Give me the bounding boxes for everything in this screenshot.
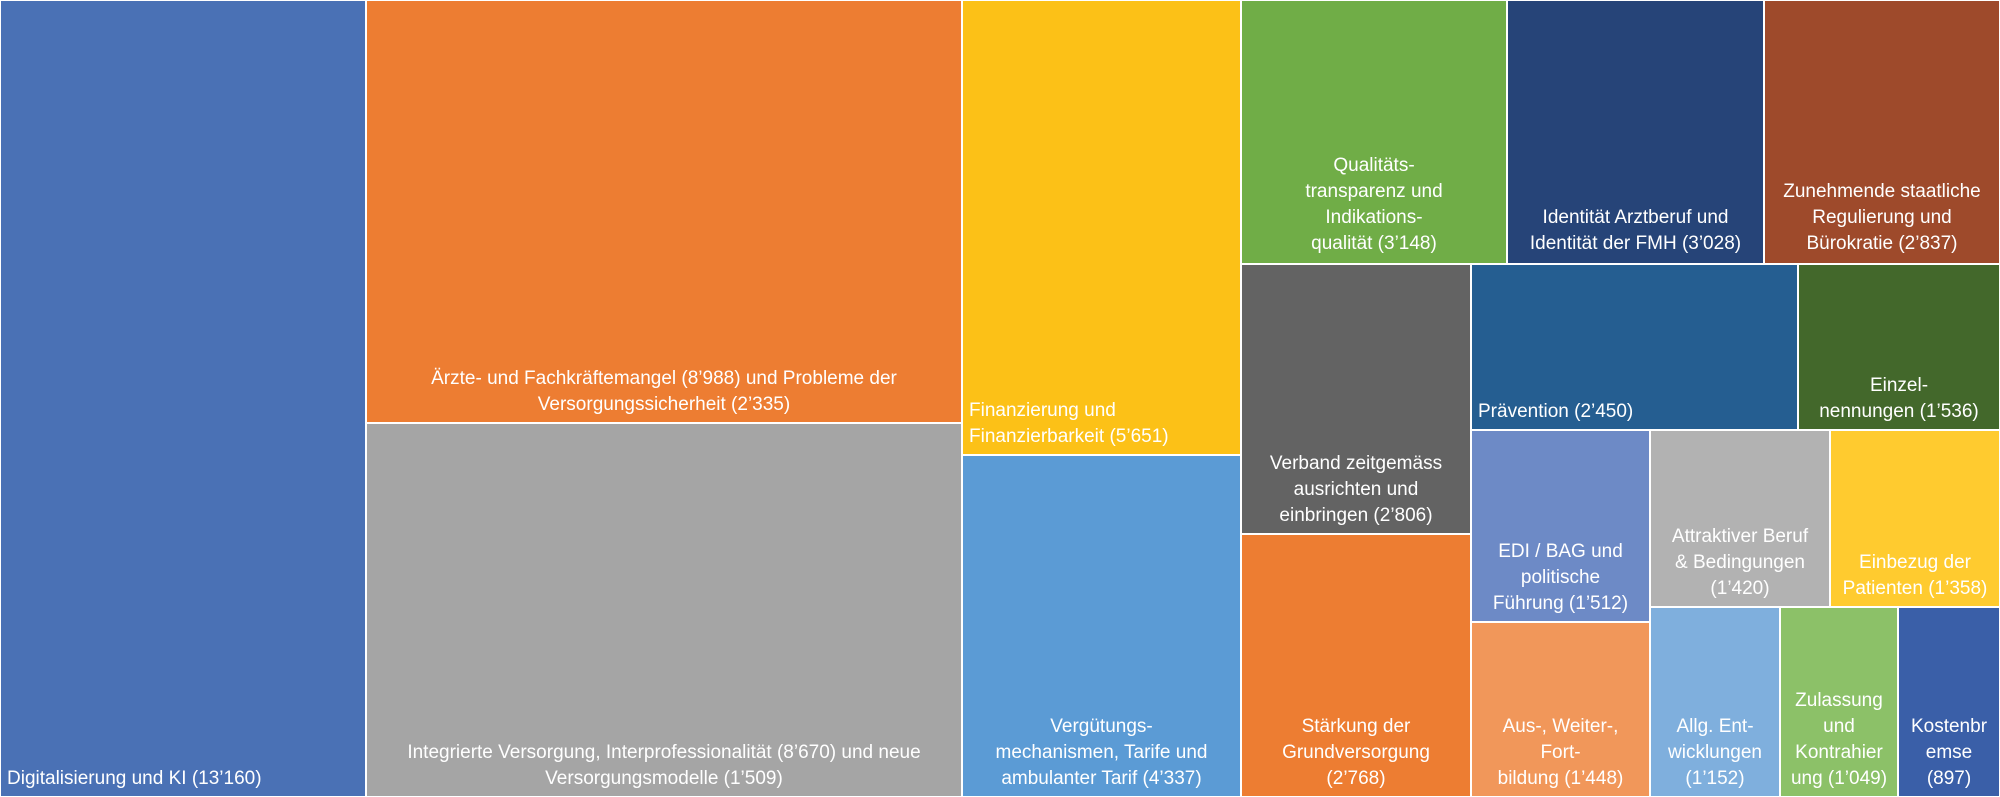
treemap-tile-label: Kostenbr emse (897) xyxy=(1910,716,1988,789)
treemap-tile-label: Integrierte Versorgung, Interprofessiona… xyxy=(407,742,921,789)
treemap-tile-label: Einbezug der Patienten (1’358) xyxy=(1842,552,1988,599)
treemap-tile: Finanzierung und Finanzierbarkeit (5’651… xyxy=(962,0,1241,455)
treemap-tile-label: Einzel- nennungen (1’536) xyxy=(1819,375,1979,422)
treemap-tile-label: Allg. Ent- wicklungen (1’152) xyxy=(1668,716,1762,789)
treemap-tile: Identität Arztberuf und Identität der FM… xyxy=(1507,0,1764,264)
treemap-tile: Aus-, Weiter-, Fort- bildung (1’448) xyxy=(1471,622,1650,797)
treemap-tile-label: Finanzierung und Finanzierbarkeit (5’651… xyxy=(969,400,1169,447)
treemap-tile: Qualitäts- transparenz und Indikations- … xyxy=(1241,0,1507,264)
treemap-tile-label: Attraktiver Beruf & Bedingungen (1’420) xyxy=(1671,526,1809,599)
treemap-tile: Attraktiver Beruf & Bedingungen (1’420) xyxy=(1650,430,1830,607)
treemap-tile-label: Stärkung der Grundversorgung (2’768) xyxy=(1282,716,1430,789)
treemap-tile-label: Prävention (2’450) xyxy=(1478,401,1634,422)
treemap-tile: Zunehmende staatliche Regulierung und Bü… xyxy=(1764,0,2000,264)
treemap-tile-label: Zulassung und Kontrahier ung (1’049) xyxy=(1790,690,1888,789)
treemap-tile: Verband zeitgemäss ausrichten und einbri… xyxy=(1241,264,1471,534)
treemap-tile-label: Qualitäts- transparenz und Indikations- … xyxy=(1305,155,1443,254)
treemap-tile: Zulassung und Kontrahier ung (1’049) xyxy=(1780,607,1898,797)
treemap-tile: EDI / BAG und politische Führung (1’512) xyxy=(1471,430,1650,622)
treemap-tile-label: Ärzte- und Fachkräftemangel (8’988) und … xyxy=(431,368,897,415)
treemap-tile: Stärkung der Grundversorgung (2’768) xyxy=(1241,534,1471,797)
treemap-tile-label: Aus-, Weiter-, Fort- bildung (1’448) xyxy=(1497,716,1624,789)
treemap-tile-label: EDI / BAG und politische Führung (1’512) xyxy=(1492,541,1629,614)
treemap-tile: Integrierte Versorgung, Interprofessiona… xyxy=(366,423,962,797)
treemap-tile-label: Verband zeitgemäss ausrichten und einbri… xyxy=(1269,453,1443,526)
treemap-tile: Kostenbr emse (897) xyxy=(1898,607,2000,797)
treemap-tile-label: Digitalisierung und KI (13’160) xyxy=(7,768,262,789)
treemap-tile-label: Zunehmende staatliche Regulierung und Bü… xyxy=(1783,181,1981,254)
treemap-tile: Einzel- nennungen (1’536) xyxy=(1798,264,2000,430)
treemap-tile-label: Vergütungs- mechanismen, Tarife und ambu… xyxy=(995,716,1208,789)
treemap-tile: Ärzte- und Fachkräftemangel (8’988) und … xyxy=(366,0,962,423)
treemap-tile: Digitalisierung und KI (13’160) xyxy=(0,0,366,797)
treemap-tile: Vergütungs- mechanismen, Tarife und ambu… xyxy=(962,455,1241,797)
treemap-tile: Allg. Ent- wicklungen (1’152) xyxy=(1650,607,1780,797)
treemap-tile: Prävention (2’450) xyxy=(1471,264,1798,430)
treemap-tile: Einbezug der Patienten (1’358) xyxy=(1830,430,2000,607)
treemap-tile-label: Identität Arztberuf und Identität der FM… xyxy=(1529,207,1742,254)
